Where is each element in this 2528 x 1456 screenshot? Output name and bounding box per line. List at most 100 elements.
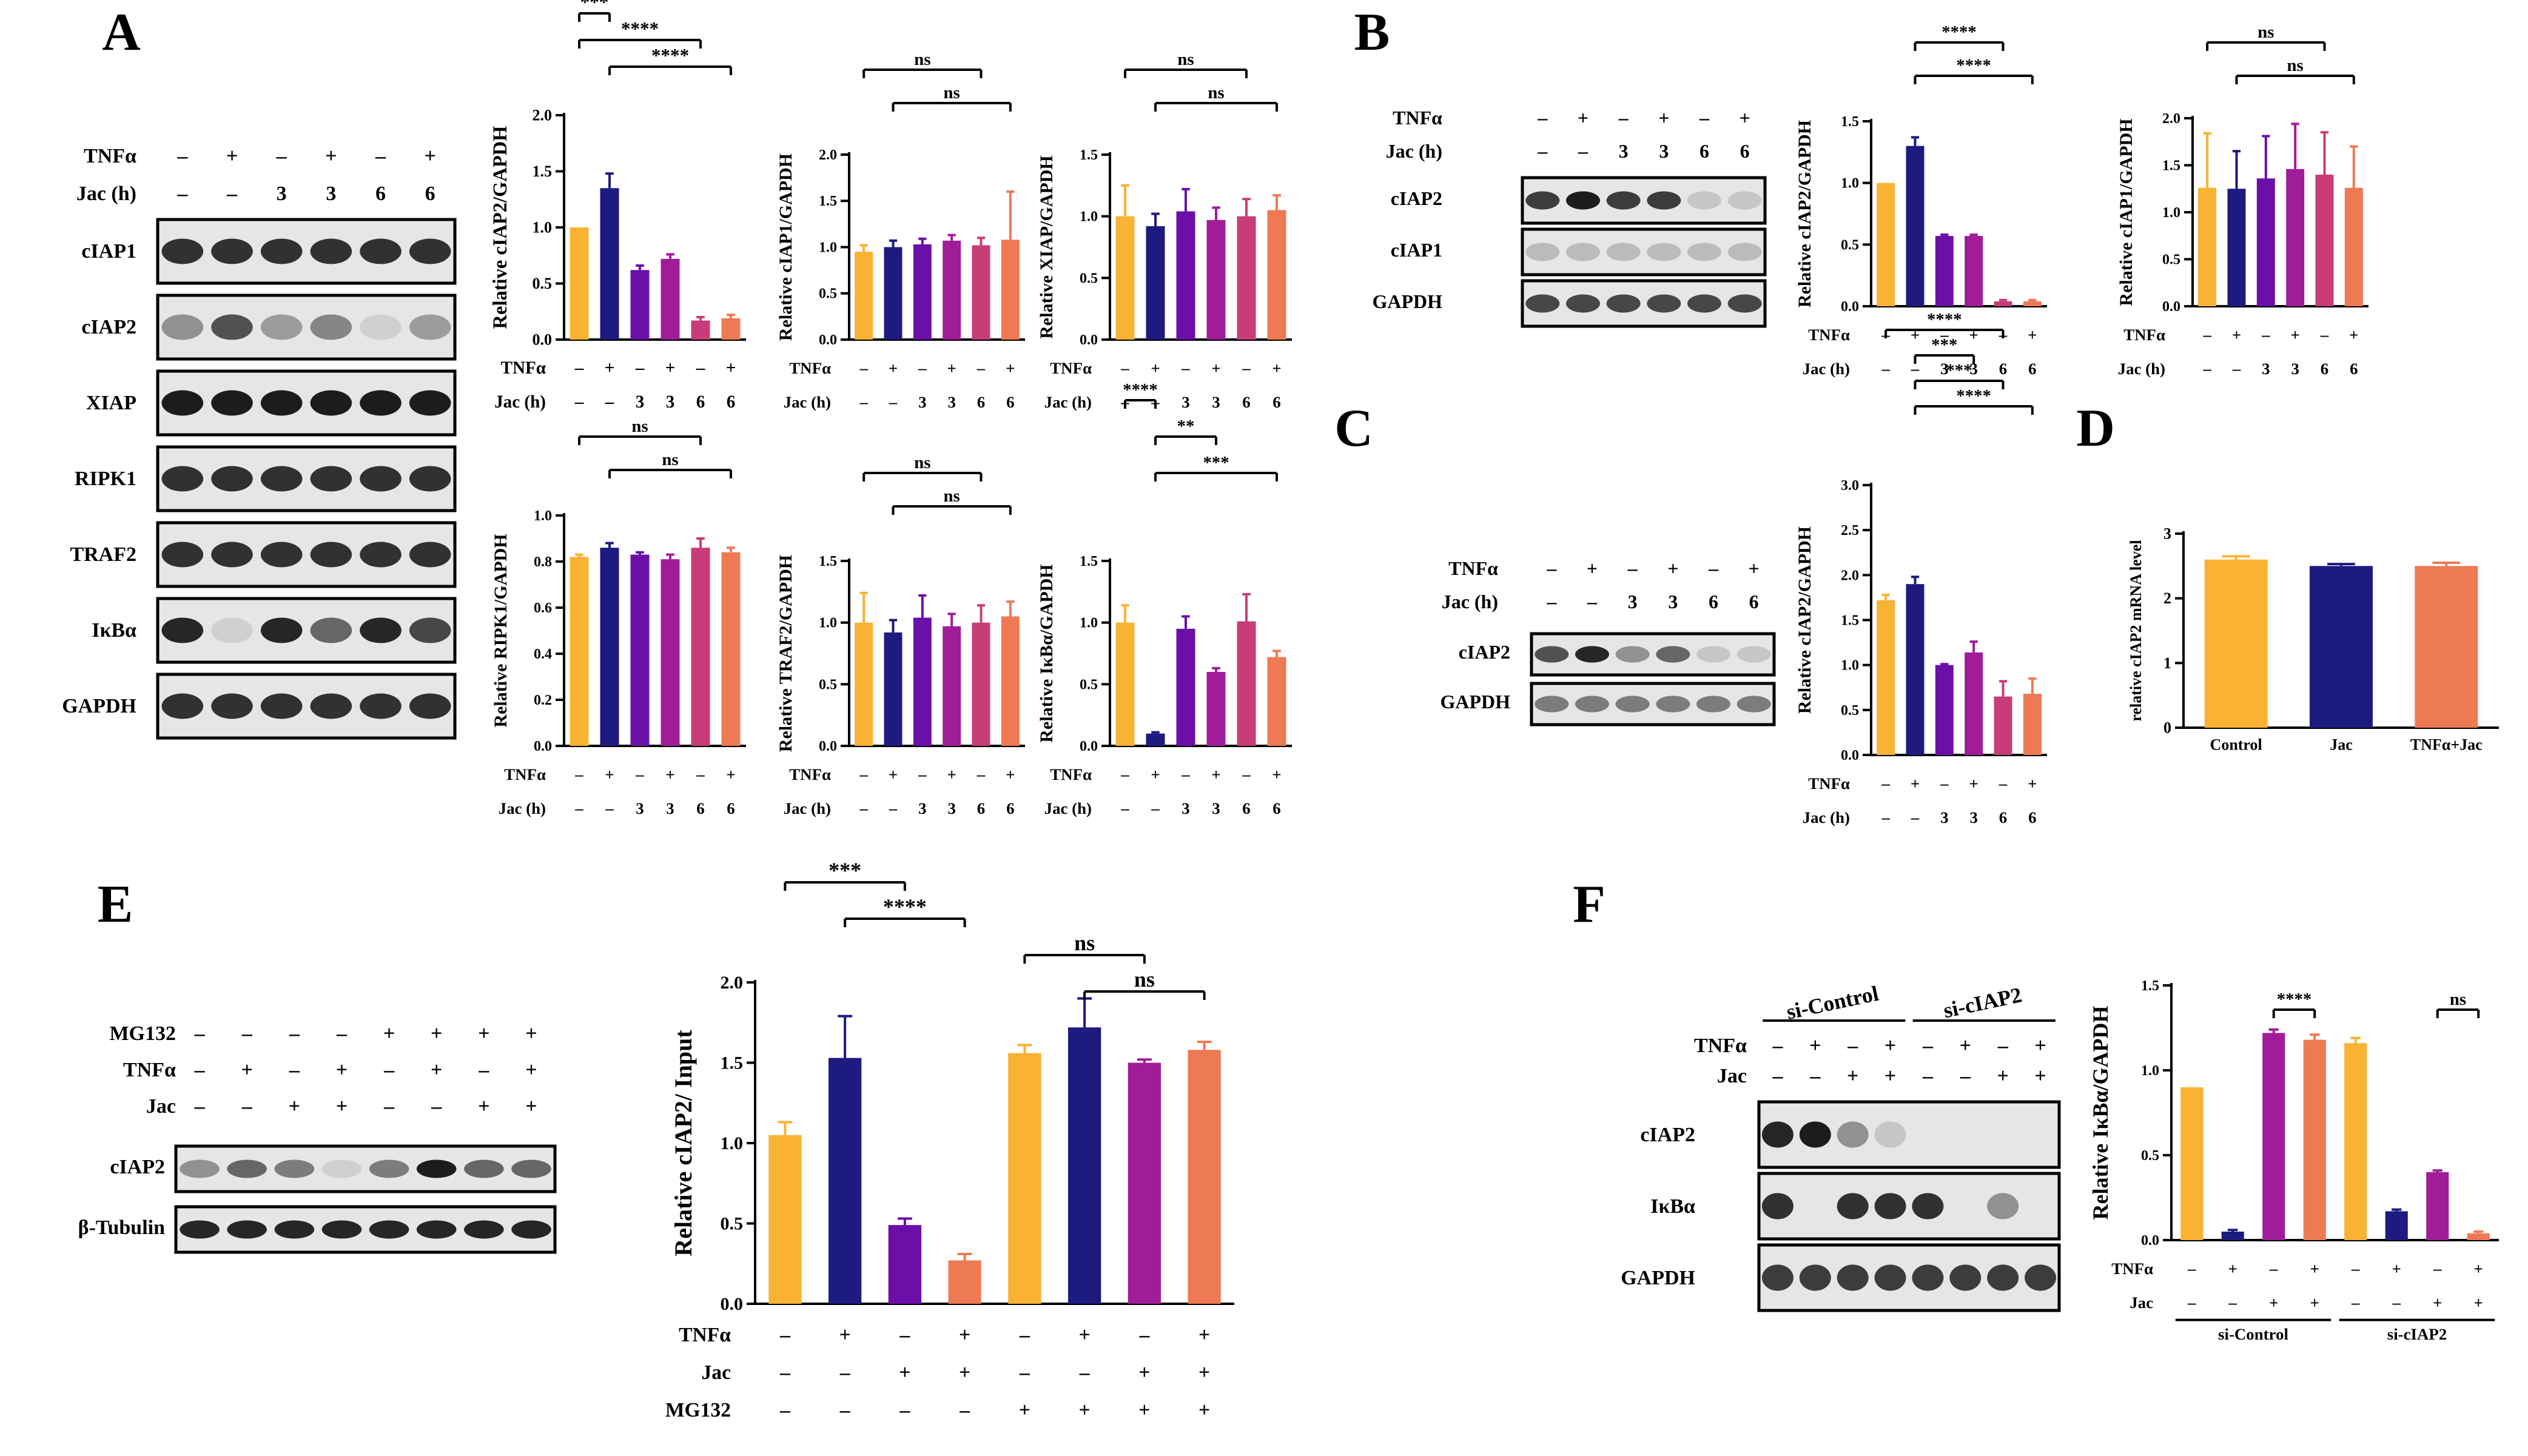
sig-label: **** bbox=[1927, 310, 1962, 329]
bar bbox=[2256, 178, 2275, 306]
y-axis-label: Relative cIAP2/GAPDH bbox=[489, 126, 511, 329]
sig-label: ns bbox=[631, 417, 648, 436]
x-condition-value: + bbox=[2349, 326, 2358, 344]
blot-band bbox=[409, 314, 451, 340]
blot-band bbox=[310, 466, 352, 492]
blot-condition-label: TNFα bbox=[1694, 1035, 1747, 1057]
x-condition-value: – bbox=[779, 1361, 791, 1384]
sig-label: ns bbox=[944, 83, 960, 102]
blot-band bbox=[310, 238, 352, 264]
sig-label: ns bbox=[2287, 56, 2304, 75]
x-condition-value: – bbox=[696, 358, 705, 378]
blot-band bbox=[1874, 1264, 1906, 1291]
x-condition-label: Jac bbox=[702, 1361, 731, 1384]
blot-strip bbox=[156, 521, 457, 588]
chart-B_cIAP2: 0.0 0.5 1.0 1.5 Relative cIAP2/GAPDH TNFα – + – +… bbox=[1795, 22, 2047, 378]
y-tick-label: 0.5 bbox=[1841, 237, 1859, 253]
x-condition-value: – bbox=[779, 1399, 791, 1421]
x-condition-value: – bbox=[635, 765, 644, 783]
x-condition-value: – bbox=[2228, 1293, 2237, 1312]
blot-condition-value: – bbox=[241, 1095, 253, 1118]
panel-letter-B: B bbox=[1354, 3, 1390, 62]
bar bbox=[1237, 216, 1256, 340]
x-condition-value: – bbox=[1881, 808, 1890, 827]
bar bbox=[913, 617, 932, 746]
blot-band-label: β-Tubulin bbox=[78, 1216, 165, 1239]
blot-condition-value: 3 bbox=[1628, 591, 1638, 612]
blot-condition-value: – bbox=[383, 1095, 395, 1118]
bar bbox=[2286, 169, 2305, 306]
blot-condition-label: TNFα bbox=[1393, 107, 1442, 129]
x-condition-value: – bbox=[899, 1324, 910, 1346]
sig-label: *** bbox=[1203, 453, 1229, 472]
x-condition-value: – bbox=[2187, 1293, 2196, 1312]
x-condition-value: 3 bbox=[666, 392, 675, 412]
blot-band bbox=[274, 1159, 315, 1178]
blot-condition-value: – bbox=[336, 1022, 348, 1045]
x-condition-label: TNFα bbox=[504, 765, 546, 783]
x-condition-value: + bbox=[605, 765, 614, 783]
x-condition-value: + bbox=[1969, 774, 1978, 793]
chart-D_mRNA: 0 1 2 3 relative cIAP2 mRNA level Control Jac T… bbox=[2127, 525, 2499, 753]
bar bbox=[943, 626, 961, 746]
x-condition-value: + bbox=[1211, 765, 1220, 783]
blot-condition-value: – bbox=[1922, 1065, 1934, 1087]
blot-condition-value: + bbox=[383, 1022, 395, 1045]
x-condition-value: – bbox=[918, 765, 927, 783]
x-condition-value: + bbox=[1198, 1361, 1210, 1384]
y-axis-label: Relative IκBα/GAPDH bbox=[1037, 564, 1057, 742]
x-condition-value: – bbox=[889, 799, 898, 817]
bar bbox=[1176, 628, 1195, 746]
blot-condition-value: – bbox=[383, 1059, 395, 1081]
x-category-label: Jac bbox=[2330, 736, 2353, 753]
blot-band bbox=[1874, 1193, 1906, 1219]
blot-band-label: GAPDH bbox=[1440, 691, 1510, 713]
chart-A_IkBa: 0.0 0.5 1.0 1.5 Relative IκBα/GAPDH TNFα – + – + –… bbox=[1037, 380, 1292, 817]
blot-band-label: cIAP1 bbox=[1391, 239, 1442, 261]
x-condition-label: TNFα bbox=[1050, 359, 1092, 377]
y-axis-label: Relative cIAP2/GAPDH bbox=[1795, 120, 1815, 307]
bar bbox=[943, 240, 961, 340]
blot-band bbox=[409, 238, 451, 264]
blot-band bbox=[1696, 696, 1730, 713]
blot-band-label: GAPDH bbox=[1372, 290, 1442, 312]
bar bbox=[570, 557, 589, 746]
chart-A_RIPK1: 0.0 0.2 0.4 0.6 0.8 1.0 Relative RIPK1/GAPDH TN… bbox=[491, 417, 746, 817]
sig-label: *** bbox=[1946, 361, 1972, 380]
blot-band bbox=[360, 617, 402, 643]
x-condition-value: – bbox=[1181, 359, 1190, 377]
x-condition-value: + bbox=[1911, 774, 1920, 793]
x-condition-value: – bbox=[899, 1399, 910, 1421]
bar bbox=[2023, 694, 2042, 755]
y-tick-label: 0.0 bbox=[819, 332, 837, 348]
x-condition-value: 3 bbox=[918, 393, 926, 411]
blot-strip bbox=[1521, 279, 1767, 328]
x-condition-value: – bbox=[2261, 326, 2270, 344]
blot-band bbox=[1575, 696, 1609, 713]
x-condition-value: 3 bbox=[918, 799, 926, 817]
y-tick-label: 2.0 bbox=[1841, 568, 1859, 583]
blot-band bbox=[260, 542, 303, 568]
y-tick-label: 0.0 bbox=[1080, 332, 1098, 348]
x-condition-value: + bbox=[1911, 326, 1920, 344]
x-condition-label: TNFα bbox=[2123, 326, 2165, 344]
blot-band bbox=[360, 466, 402, 492]
blot-band bbox=[1837, 1264, 1869, 1291]
blot-band bbox=[310, 693, 352, 719]
x-condition-value: – bbox=[574, 392, 584, 412]
x-condition-value: 3 bbox=[1969, 360, 1977, 378]
x-condition-value: – bbox=[839, 1361, 851, 1384]
blot-condition-value: + bbox=[2034, 1065, 2046, 1087]
x-condition-label: Jac (h) bbox=[784, 393, 831, 411]
blot-condition-value: + bbox=[1578, 107, 1588, 129]
bar bbox=[600, 548, 619, 746]
blot-band bbox=[360, 693, 402, 719]
x-condition-label: Jac (h) bbox=[1044, 393, 1092, 411]
bar bbox=[691, 320, 710, 340]
sig-label: **** bbox=[1956, 386, 1991, 406]
chart-B_cIAP1: 0.0 0.5 1.0 1.5 2.0 Relative cIAP1/GAPDH TNFα –… bbox=[2116, 22, 2368, 378]
y-tick-label: 0.5 bbox=[533, 275, 553, 292]
group-label: si-cIAP2 bbox=[2387, 1325, 2447, 1343]
blot-B: TNFα – + – + – + Jac (h) – – 3 3 6 6 cIAP2 cIAP1 GAPDH bbox=[1372, 107, 1767, 328]
blot-band bbox=[1566, 243, 1600, 261]
